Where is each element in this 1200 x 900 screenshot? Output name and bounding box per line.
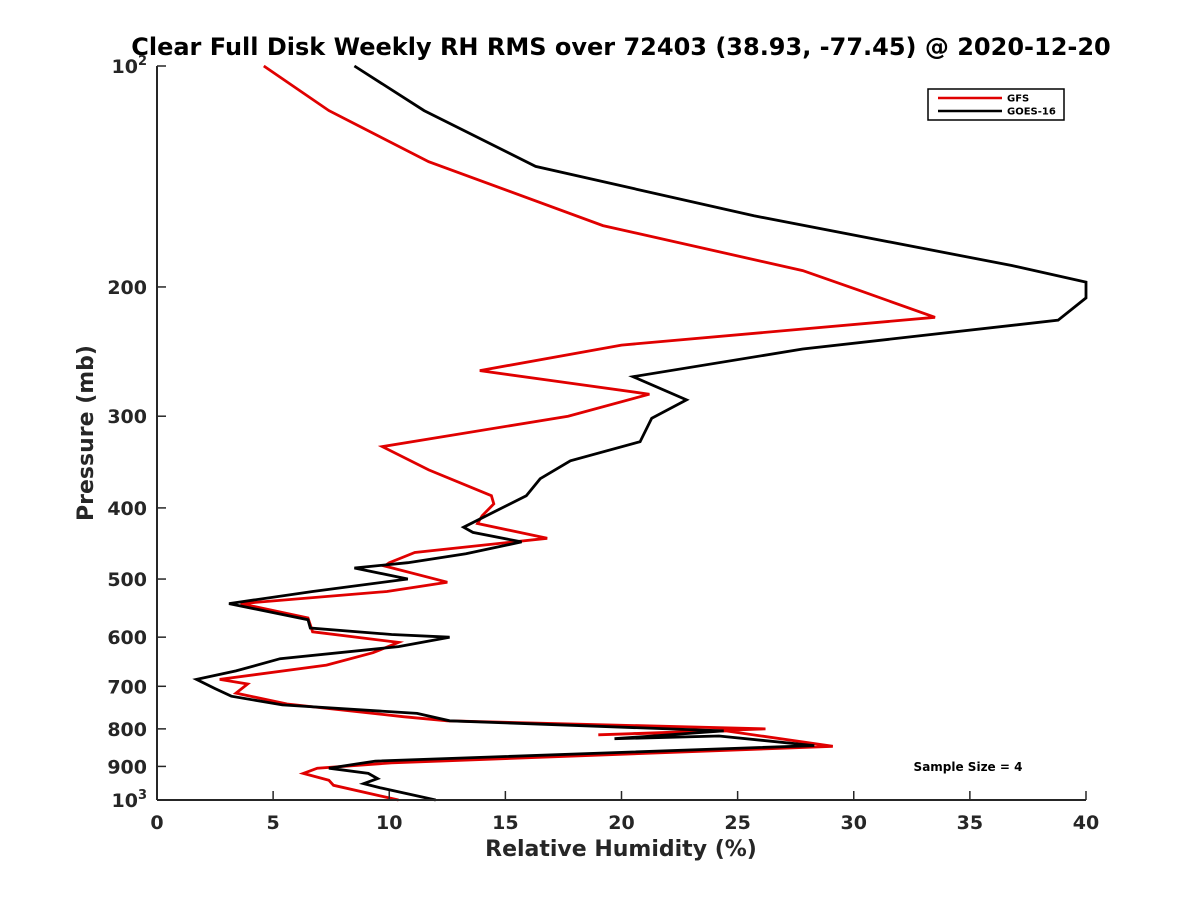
x-tick-label: 10 [376,812,402,834]
y-tick-label: 200 [107,277,147,299]
y-tick-label: 900 [107,756,147,778]
series-line-goes-16 [192,64,1088,802]
legend-label-gfs: GFS [1007,94,1029,105]
x-tick-label: 20 [608,812,634,834]
sample-size-annotation: Sample Size = 4 [914,760,1023,774]
plot-area [192,64,1088,802]
x-axis-label: Relative Humidity (%) [485,837,757,862]
x-tick-label: 5 [267,812,280,834]
x-tick-label: 15 [492,812,518,834]
x-axis-ticks: 0 5 10 15 20 25 30 35 40 [150,791,1099,834]
legend: GFS GOES-16 [927,88,1065,121]
y-tick-base: 10 [112,56,138,78]
x-tick-label: 25 [724,812,750,834]
y-tick-label: 800 [107,719,147,741]
y-tick-exponent: 2 [138,54,147,69]
y-axis-label: Pressure (mb) [74,345,99,521]
legend-box [927,88,1065,121]
y-tick-label: 300 [107,406,147,428]
y-tick-label: 600 [107,627,147,649]
y-tick-label: 400 [107,498,147,520]
chart-title: Clear Full Disk Weekly RH RMS over 72403… [131,33,1111,61]
y-tick-label: 500 [107,569,147,591]
y-tick-base: 10 [112,790,138,812]
y-tick-label: 103 [112,788,148,812]
y-tick-label: 102 [112,54,148,78]
x-tick-label: 35 [957,812,983,834]
x-tick-label: 30 [841,812,867,834]
x-tick-label: 40 [1073,812,1099,834]
x-tick-label: 0 [150,812,163,834]
y-tick-label: 700 [107,676,147,698]
series-line-gfs [219,64,936,802]
legend-label-goes-16: GOES-16 [1007,107,1056,118]
y-tick-exponent: 3 [138,788,147,803]
